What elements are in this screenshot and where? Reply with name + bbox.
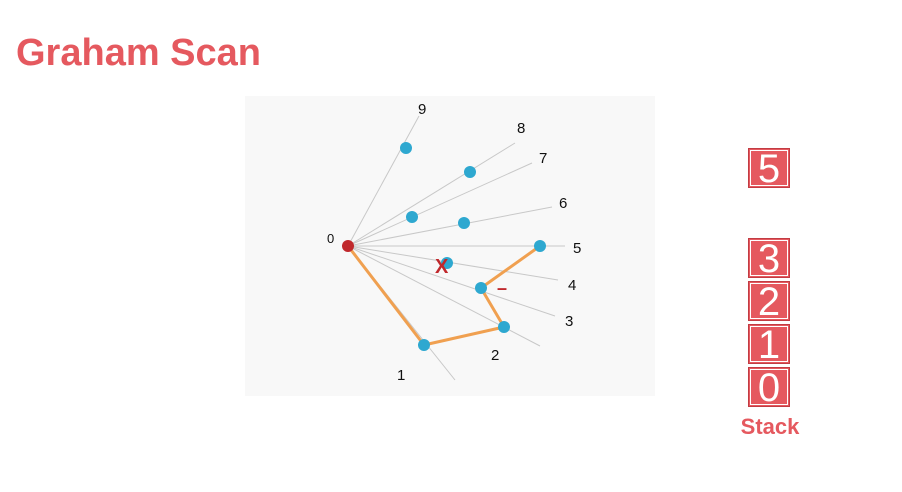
point-label-9: 9 bbox=[418, 101, 426, 118]
ray-6 bbox=[347, 206, 553, 247]
stack-caption: Stack bbox=[740, 414, 800, 439]
ray-3 bbox=[347, 245, 556, 317]
stack-item: 3 bbox=[748, 238, 790, 279]
ray-8 bbox=[347, 142, 516, 247]
point-3 bbox=[475, 282, 487, 294]
point-label-3: 3 bbox=[565, 313, 573, 330]
point-9 bbox=[400, 142, 412, 154]
point-label-6: 6 bbox=[559, 195, 567, 212]
point-label-5: 5 bbox=[573, 240, 581, 257]
point-6 bbox=[458, 217, 470, 229]
slide-title: Graham Scan bbox=[16, 32, 261, 74]
point-label-2: 2 bbox=[491, 347, 499, 364]
point-label-7: 7 bbox=[539, 150, 547, 167]
stack-pending-item: 5 bbox=[748, 148, 790, 189]
point-label-1: 1 bbox=[397, 367, 405, 384]
point-label-8: 8 bbox=[517, 120, 525, 137]
points bbox=[400, 142, 546, 351]
stack-item: 1 bbox=[748, 324, 790, 365]
ray-7 bbox=[347, 162, 533, 247]
stack-item: 0 bbox=[748, 367, 790, 408]
stack-item: 2 bbox=[748, 281, 790, 322]
turn-mark: – bbox=[497, 278, 507, 298]
point-5 bbox=[534, 240, 546, 252]
point-label-4: 4 bbox=[568, 277, 576, 294]
ray-9 bbox=[347, 115, 420, 247]
point-2 bbox=[498, 321, 510, 333]
point-1 bbox=[418, 339, 430, 351]
origin-point bbox=[342, 240, 354, 252]
rays bbox=[347, 115, 565, 381]
point-4 bbox=[441, 257, 453, 269]
point-7 bbox=[406, 211, 418, 223]
origin-label: 0 bbox=[327, 231, 334, 246]
point-8 bbox=[464, 166, 476, 178]
reject-mark: X bbox=[435, 256, 449, 278]
